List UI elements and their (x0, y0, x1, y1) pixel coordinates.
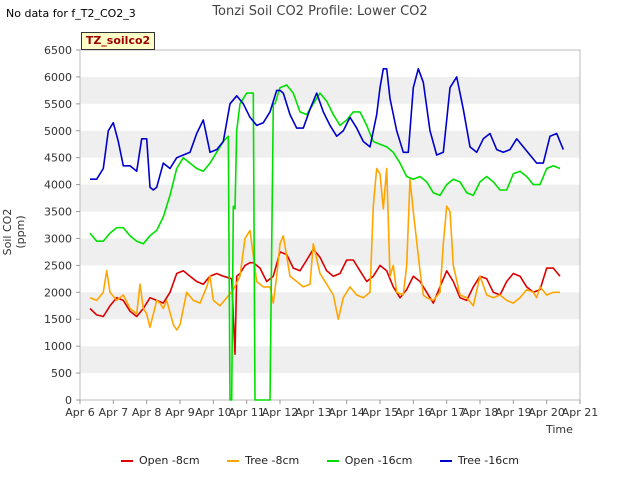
grid-band (80, 238, 580, 266)
series-line-tree-16cm (90, 68, 565, 191)
y-tick-label: 3500 (44, 206, 72, 219)
series-line-tree-8cm (89, 167, 560, 331)
grid-band (80, 346, 580, 374)
site-tag-badge: TZ_soilco2 (81, 32, 155, 50)
y-tick-label: 0 (65, 394, 72, 407)
legend-item-tree-8cm: Tree -8cm (227, 454, 299, 467)
legend-swatch-open-8cm (120, 460, 133, 462)
y-tick-label: 2000 (44, 286, 72, 299)
legend-swatch-open-16cm (326, 460, 339, 462)
legend-label-tree-8cm: Tree -8cm (245, 454, 300, 467)
y-tick-label: 6500 (44, 44, 72, 57)
x-tick-label: Apr 15 (362, 406, 399, 419)
x-tick-label: Apr 8 (132, 406, 162, 419)
y-tick-label: 2500 (44, 259, 72, 272)
legend-item-open-16cm: Open -16cm (326, 454, 413, 467)
y-tick-label: 5500 (44, 98, 72, 111)
y-tick-label: 3000 (44, 232, 72, 245)
x-tick-label: Apr 12 (262, 406, 299, 419)
x-tick-label: Apr 6 (65, 406, 95, 419)
x-tick-label: Apr 11 (228, 406, 265, 419)
grid-band (80, 130, 580, 158)
plot-frame (79, 49, 581, 401)
x-tick-label: Apr 10 (195, 406, 232, 419)
x-tick-label: Apr 19 (495, 406, 532, 419)
x-axis-label: Time (546, 423, 573, 436)
x-tick-label: Apr 20 (528, 406, 565, 419)
y-tick-label: 5000 (44, 125, 72, 138)
grid-bands (80, 76, 580, 374)
x-tick-label: Apr 17 (428, 406, 465, 419)
x-tick-label: Apr 13 (295, 406, 332, 419)
y-tick-label: 1000 (44, 340, 72, 353)
legend-label-tree-16cm: Tree -16cm (457, 454, 520, 467)
x-tick-label: Apr 16 (395, 406, 432, 419)
legend-label-open-16cm: Open -16cm (344, 454, 413, 467)
grid-band (80, 184, 580, 212)
chart-axes: 0 500 1000 1500 2000 2500 3000 3500 4000 4500 5000… (44, 44, 598, 419)
legend-swatch-tree-16cm (439, 460, 452, 462)
grid-band (80, 76, 580, 104)
chart-legend: Open -8cm Tree -8cm Open -16cm Tree -16c… (0, 454, 640, 467)
y-tick-label: 1500 (44, 313, 72, 326)
y-tick-label: 4000 (44, 179, 72, 192)
legend-label-open-8cm: Open -8cm (138, 454, 200, 467)
x-tick-label: Apr 14 (328, 406, 365, 419)
series-lines (89, 68, 565, 401)
x-tick-label: Apr 9 (165, 406, 195, 419)
legend-item-open-8cm: Open -8cm (120, 454, 200, 467)
y-axis-label: Soil CO2 (ppm) (1, 208, 27, 256)
y-tick-label: 4500 (44, 152, 72, 165)
x-tick-label: Apr 21 (562, 406, 599, 419)
legend-item-tree-16cm: Tree -16cm (439, 454, 520, 467)
y-tick-label: 6000 (44, 71, 72, 84)
y-tick-label: 500 (51, 367, 72, 380)
no-data-message: No data for f_T2_CO2_3 (6, 7, 136, 20)
x-tick-label: Apr 18 (462, 406, 499, 419)
x-tick-label: Apr 7 (99, 406, 129, 419)
legend-swatch-tree-8cm (227, 460, 240, 462)
series-line-open-16cm (89, 84, 561, 401)
chart-title: Tonzi Soil CO2 Profile: Lower CO2 (212, 4, 428, 19)
